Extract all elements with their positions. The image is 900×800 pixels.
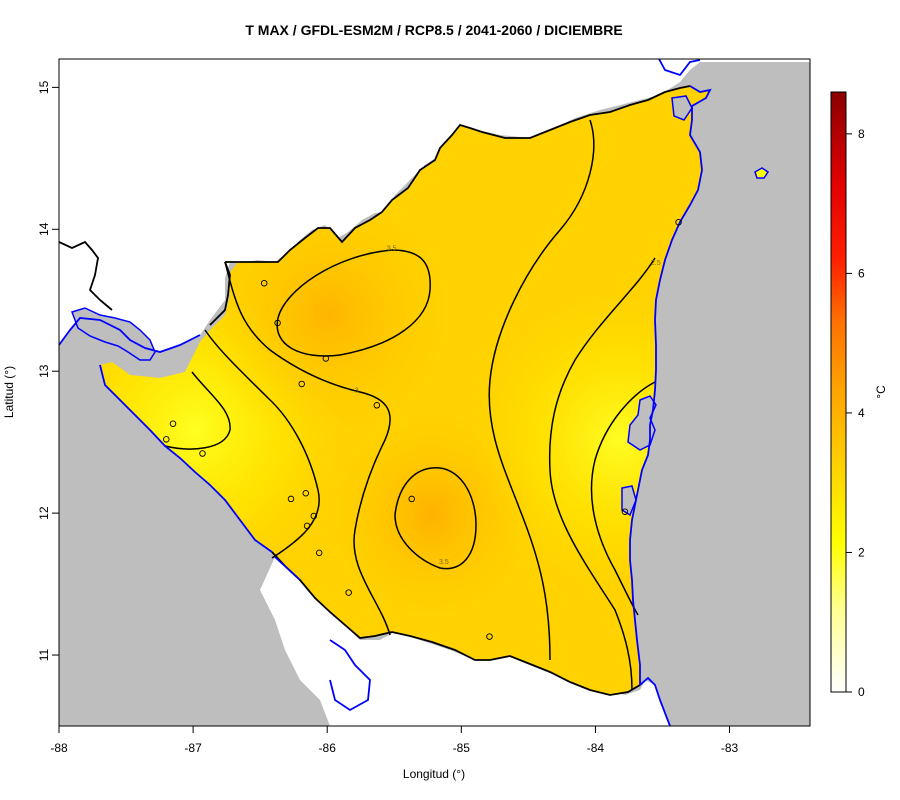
- colorbar-tick-label: 8: [858, 127, 865, 141]
- y-tick-label: 13: [37, 364, 51, 378]
- plot-area: 3.5 3 3.5 2.5: [59, 59, 810, 726]
- plot-frame: [58, 58, 811, 727]
- colorbar-ticks: 0 2 4 6 8: [846, 127, 865, 699]
- fonseca-coast: [59, 317, 201, 353]
- station-marker: [298, 380, 305, 388]
- costa-rica-coast: [639, 676, 671, 726]
- station-marker: [163, 436, 170, 443]
- station-marker: [260, 279, 268, 287]
- station-marker: [408, 495, 415, 503]
- station-marker: [345, 589, 352, 596]
- contour-lines: [164, 119, 656, 691]
- contour-2-east: [590, 381, 656, 616]
- contour-3.5-south: [394, 467, 477, 570]
- station-marker: [486, 633, 493, 640]
- x-tick-label: -86: [319, 741, 337, 755]
- station-marker: [169, 420, 177, 427]
- y-tick-label: 14: [37, 222, 51, 236]
- contour-2.5-east: [548, 257, 656, 691]
- lake-managua: [71, 307, 156, 361]
- y-tick-label: 15: [37, 80, 51, 94]
- station-marker: [287, 495, 295, 503]
- lagoon-bluefields: [621, 485, 637, 517]
- contour-2-west: [164, 371, 231, 450]
- colorbar-gradient: [830, 91, 847, 693]
- x-tick-label: -83: [721, 741, 739, 755]
- contour-label: 3.5: [387, 246, 397, 253]
- station-marker: [310, 512, 318, 520]
- colorbar-tick-label: 6: [858, 266, 865, 280]
- contour-2.5-west: [204, 329, 320, 559]
- lagoon-north: [671, 95, 693, 121]
- neighbor-land-north: [59, 59, 810, 352]
- station-marker: [373, 402, 381, 409]
- contour-3.5-north: [276, 249, 431, 357]
- boundaries: [59, 59, 712, 726]
- colorbar-unit: °C: [874, 385, 888, 399]
- nicoya-coast: [274, 556, 371, 712]
- x-tick-label: -85: [453, 741, 471, 755]
- contour-labels: 3.5 3 3.5 2.5: [355, 246, 661, 567]
- pacific-coast: [99, 364, 273, 553]
- neighbor-land-south: [260, 557, 670, 726]
- contour-label: 2.5: [651, 260, 661, 267]
- x-tick-label: -88: [50, 741, 68, 755]
- y-axis-label: Latitud (°): [2, 366, 16, 418]
- contour-3-west: [224, 261, 391, 636]
- contour-label: 3: [355, 388, 359, 395]
- station-marker: [621, 508, 629, 515]
- station-marker: [315, 549, 323, 557]
- x-axis-label: Longitud (°): [403, 767, 465, 781]
- corn-island: [754, 167, 770, 179]
- x-tick-label: -87: [184, 741, 202, 755]
- contour-label: 3.5: [439, 559, 449, 566]
- contour-3-east: [488, 119, 595, 661]
- y-tick-label: 12: [37, 506, 51, 520]
- station-marker: [322, 355, 330, 362]
- x-tick-label: -84: [587, 741, 605, 755]
- border-costa-rica: [271, 551, 641, 696]
- station-marker: [199, 450, 206, 457]
- honduras-coast: [658, 59, 701, 77]
- colorbar: 0 2 4 6 8 °C: [830, 91, 888, 699]
- x-axis: -88 -87 -86 -85 -84 -83: [50, 726, 739, 755]
- border-honduras: [59, 85, 691, 326]
- colorbar-tick-label: 2: [858, 545, 865, 559]
- colorbar-tick-label: 0: [858, 685, 865, 699]
- station-marker: [274, 319, 281, 327]
- station-marker: [675, 218, 682, 226]
- chart-title: T MAX / GFDL-ESM2M / RCP8.5 / 2041-2060 …: [245, 22, 622, 38]
- station-marker: [303, 522, 311, 530]
- weather-stations: [163, 218, 682, 640]
- colorbar-tick-label: 4: [858, 406, 865, 420]
- y-axis: 11 12 13 14 15: [37, 80, 59, 661]
- caribbean-coast: [629, 85, 712, 685]
- station-marker: [302, 490, 310, 497]
- y-tick-label: 11: [37, 648, 51, 661]
